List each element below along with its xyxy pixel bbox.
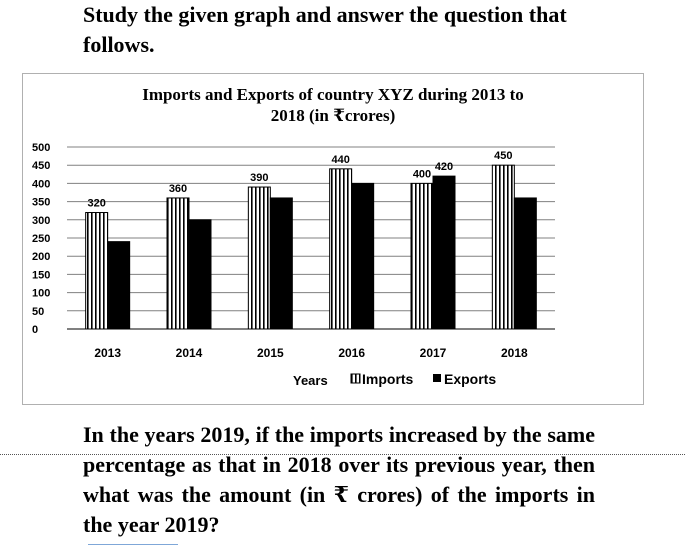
underline-mark bbox=[88, 544, 178, 545]
question-text: In the years 2019, if the imports increa… bbox=[83, 422, 595, 537]
chart-panel: Imports and Exports of country XYZ durin… bbox=[22, 73, 644, 405]
exports-value-label: 360 bbox=[516, 198, 534, 210]
exports-bar bbox=[188, 219, 212, 330]
x-tick-label: 2018 bbox=[501, 346, 528, 360]
x-tick-label: 2013 bbox=[94, 346, 121, 360]
bar-chart: 0 50 100 150 200 250 300 350 400 450 500 320 240 360… bbox=[32, 142, 555, 388]
y-tick-label: 0 bbox=[32, 324, 38, 336]
imports-value-label: 320 bbox=[87, 198, 105, 210]
exports-bar bbox=[269, 197, 293, 330]
x-tick-label: 2017 bbox=[420, 346, 447, 360]
exports-bar bbox=[107, 241, 131, 330]
x-tick-label: 2014 bbox=[176, 346, 203, 360]
imports-bar bbox=[410, 182, 434, 330]
y-tick-label: 350 bbox=[32, 197, 50, 209]
y-tick-label: 500 bbox=[32, 142, 50, 154]
x-tick-label: 2015 bbox=[257, 346, 284, 360]
y-tick-label: 400 bbox=[32, 178, 50, 190]
exports-value-label: 240 bbox=[110, 242, 128, 254]
imports-value-label: 390 bbox=[250, 172, 268, 184]
dotted-separator bbox=[0, 454, 685, 455]
chart-title: Imports and Exports of country XYZ durin… bbox=[23, 84, 643, 126]
x-axis-ticks: 2013 2014 2015 2016 2017 2018 bbox=[94, 346, 528, 360]
legend-exports-label: Exports bbox=[444, 371, 496, 387]
y-axis-ticks: 0 50 100 150 200 250 300 350 400 450 500 bbox=[32, 142, 50, 336]
exports-bar bbox=[513, 197, 537, 330]
imports-bar bbox=[166, 197, 190, 330]
y-tick-label: 300 bbox=[32, 215, 50, 227]
imports-value-label: 450 bbox=[494, 150, 512, 162]
exports-bar bbox=[432, 175, 456, 330]
imports-value-label: 440 bbox=[331, 154, 349, 166]
exports-value-label: 300 bbox=[191, 220, 209, 232]
chart-title-line-1: Imports and Exports of country XYZ durin… bbox=[142, 85, 524, 104]
y-tick-label: 250 bbox=[32, 233, 50, 245]
imports-bar bbox=[491, 164, 515, 330]
data-labels: 320 240 360 300 390 360 440 400 400 420 450 360 bbox=[87, 150, 534, 253]
imports-bar bbox=[85, 212, 109, 330]
imports-bar bbox=[247, 186, 271, 330]
y-tick-label: 50 bbox=[32, 306, 44, 318]
legend-imports-swatch bbox=[350, 373, 361, 384]
imports-bar bbox=[329, 168, 353, 330]
x-tick-label: 2016 bbox=[338, 346, 365, 360]
exports-bar bbox=[351, 182, 375, 330]
y-tick-label: 150 bbox=[32, 269, 50, 281]
y-tick-label: 200 bbox=[32, 251, 50, 263]
gridlines bbox=[67, 146, 555, 330]
bars bbox=[85, 164, 537, 330]
legend-imports-label: Imports bbox=[362, 371, 414, 387]
intro-text: Study the given graph and answer the que… bbox=[83, 2, 567, 57]
exports-value-label: 420 bbox=[435, 161, 453, 173]
legend: Years Imports Exports bbox=[293, 371, 496, 388]
imports-value-label: 360 bbox=[169, 183, 187, 195]
x-axis-title: Years bbox=[293, 373, 328, 388]
y-tick-label: 450 bbox=[32, 160, 50, 172]
exports-value-label: 400 bbox=[354, 183, 372, 195]
legend-exports-swatch bbox=[433, 374, 441, 382]
exports-value-label: 360 bbox=[272, 198, 290, 210]
imports-value-label: 400 bbox=[413, 168, 431, 180]
chart-title-line-2: 2018 (in ₹crores) bbox=[270, 106, 396, 125]
y-tick-label: 100 bbox=[32, 288, 50, 300]
